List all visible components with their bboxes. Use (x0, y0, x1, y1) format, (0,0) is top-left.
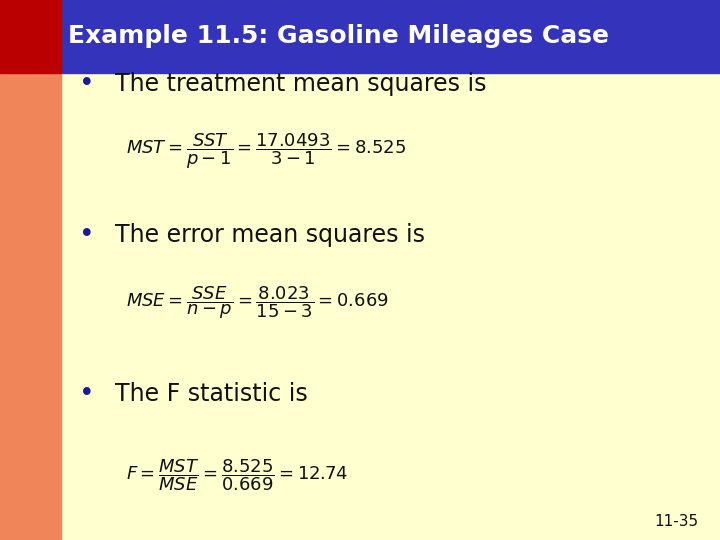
Text: The F statistic is: The F statistic is (115, 382, 308, 406)
Text: •: • (79, 222, 95, 248)
Text: $F = \dfrac{MST}{MSE} = \dfrac{8.525}{0.669} = 12.74$: $F = \dfrac{MST}{MSE} = \dfrac{8.525}{0.… (126, 457, 348, 493)
Text: Example 11.5: Gasoline Mileages Case: Example 11.5: Gasoline Mileages Case (68, 24, 609, 49)
Text: The treatment mean squares is: The treatment mean squares is (115, 72, 487, 96)
Text: •: • (79, 71, 95, 97)
Bar (0, 0, 61, 73)
Text: $MSE = \dfrac{SSE}{n-p} = \dfrac{8.023}{15-3} = 0.669$: $MSE = \dfrac{SSE}{n-p} = \dfrac{8.023}{… (126, 284, 389, 321)
Text: 11-35: 11-35 (654, 514, 698, 529)
Text: •: • (79, 381, 95, 407)
Bar (0, 0, 720, 73)
Bar (0, 73, 61, 540)
Text: $MST = \dfrac{SST}{p-1} = \dfrac{17.0493}{3-1} = 8.525$: $MST = \dfrac{SST}{p-1} = \dfrac{17.0493… (126, 131, 406, 171)
Text: The error mean squares is: The error mean squares is (115, 223, 426, 247)
